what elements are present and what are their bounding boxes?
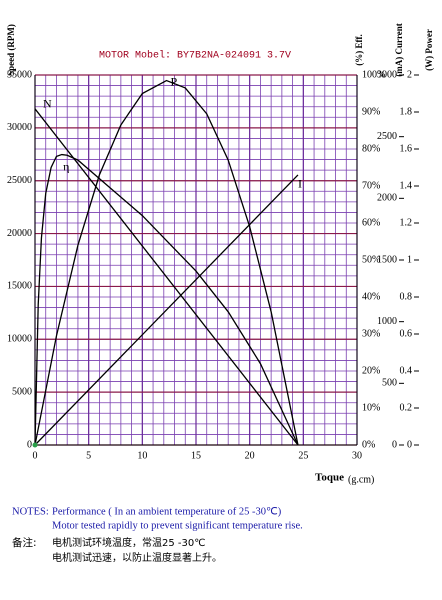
- y-axis-label: Speed (RPM): [6, 24, 16, 76]
- y-tick-label: 0: [392, 439, 397, 450]
- x-tick-label: 25: [298, 450, 308, 461]
- y-tick-label: 500: [382, 378, 397, 389]
- notes-head: NOTES:: [12, 506, 49, 517]
- y-tick-label: 70%: [362, 180, 380, 191]
- y-tick-label: 30000: [7, 122, 32, 133]
- y-tick-label: 0.4: [400, 365, 413, 376]
- chart-title: MOTOR Mobel: BY7B2NA-024091 3.7V: [99, 50, 291, 62]
- y-axis-label: (W) Power: [424, 29, 434, 71]
- y-tick-label: 0.8: [400, 291, 413, 302]
- y-tick-label: 30%: [362, 328, 380, 339]
- y-tick-label: 0.2: [400, 402, 413, 413]
- x-tick-label: 5: [86, 450, 91, 461]
- y-tick-label: 1.8: [400, 106, 413, 117]
- y-tick-label: 5000: [12, 386, 32, 397]
- series-label: N: [43, 97, 52, 111]
- x-tick-label: 0: [33, 450, 38, 461]
- y-tick-label: 100%: [362, 69, 385, 80]
- x-tick-label: 15: [191, 450, 201, 461]
- y-tick-label: 60%: [362, 217, 380, 228]
- y-tick-label: 90%: [362, 106, 380, 117]
- y-tick-label: 0: [27, 439, 32, 450]
- y-tick-label: 2500: [377, 131, 397, 142]
- y-tick-label: 35000: [7, 69, 32, 80]
- y-tick-label: 0.6: [400, 328, 413, 339]
- y-tick-label: 40%: [362, 291, 380, 302]
- notes-line-cn: 电机测试迅速，以防止温度显著上升。: [52, 551, 222, 564]
- x-tick-label: 20: [245, 450, 255, 461]
- series-line: [34, 108, 299, 446]
- series-line: [34, 174, 299, 446]
- y-tick-label: 15000: [7, 281, 32, 292]
- x-axis-label: Toque: [315, 472, 344, 484]
- y-tick-label: 1: [407, 254, 412, 265]
- series-line: [34, 153, 299, 446]
- y-tick-label: 10000: [7, 334, 32, 345]
- y-tick-label: 25000: [7, 175, 32, 186]
- y-tick-label: 50%: [362, 254, 380, 265]
- y-tick-label: 1.4: [400, 180, 413, 191]
- x-tick-label: 30: [352, 450, 362, 461]
- x-axis-unit: (g.cm): [348, 474, 374, 485]
- y-axis-label: (mA) Current: [394, 23, 404, 77]
- y-tick-label: 1500: [377, 254, 397, 265]
- y-tick-label: 2: [407, 69, 412, 80]
- origin-dot: [32, 442, 38, 448]
- y-tick-label: 80%: [362, 143, 380, 154]
- y-tick-label: 20%: [362, 365, 380, 376]
- series-label: η: [63, 159, 69, 173]
- notes-head-cn: 备注:: [12, 536, 37, 549]
- series-label: P: [170, 74, 177, 88]
- y-tick-label: 0: [407, 439, 412, 450]
- y-tick-label: 1000: [377, 316, 397, 327]
- y-tick-label: 20000: [7, 228, 32, 239]
- series-label: I: [298, 177, 302, 191]
- y-tick-label: 10%: [362, 402, 380, 413]
- x-tick-label: 10: [137, 450, 147, 461]
- notes-line-cn: 电机测试环境温度，常温25 -30℃: [52, 536, 205, 549]
- y-tick-label: 2000: [377, 193, 397, 204]
- y-tick-label: 1.2: [400, 217, 413, 228]
- notes-line: Motor tested rapidly to prevent signific…: [52, 520, 303, 531]
- notes-line: Performance ( In an ambient temperature …: [52, 506, 282, 517]
- series-line: [34, 79, 299, 446]
- y-tick-label: 3000: [377, 69, 397, 80]
- y-tick-label: 1.6: [400, 143, 413, 154]
- y-tick-label: 0%: [362, 439, 375, 450]
- y-axis-label: (%) Eff.: [354, 34, 364, 66]
